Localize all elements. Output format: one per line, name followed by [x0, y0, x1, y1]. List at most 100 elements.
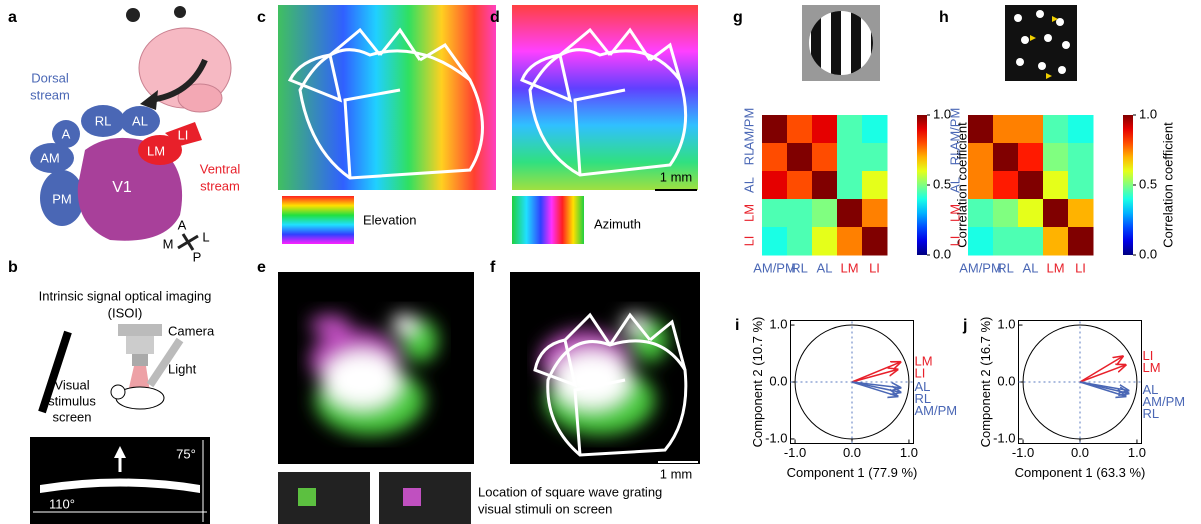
heatmap-cell — [1018, 199, 1044, 228]
panel-label: e — [257, 259, 266, 276]
heatmap-cell — [968, 171, 994, 200]
heatmap-cell — [993, 227, 1019, 256]
x-category-label: RL — [791, 260, 808, 275]
heatmap-cell — [993, 171, 1019, 200]
height-label: 75° — [176, 446, 196, 461]
x-axis-label: Component 1 (63.3 %) — [1015, 465, 1146, 480]
x-category-label: RL — [997, 260, 1014, 275]
figure: a Dorsal stream Ventral stream A RL AL A… — [0, 0, 1201, 524]
y-tick-label: 1.0 — [997, 316, 1015, 331]
y-category-label: LM — [741, 204, 756, 222]
brain-illustration — [126, 6, 231, 112]
heatmap-cell — [762, 171, 788, 200]
heatmap-cell — [812, 115, 838, 144]
y-category-label: LI — [947, 236, 962, 247]
screen-label: stimulus — [48, 393, 96, 408]
heatmap-cell — [993, 143, 1019, 172]
compass-label: A — [178, 217, 187, 232]
light-label: Light — [168, 361, 197, 376]
heatmap-cell — [862, 115, 888, 144]
heatmap-cell — [1043, 143, 1069, 172]
panel-label: i — [735, 317, 739, 334]
colorbar — [917, 115, 927, 255]
compass-label: M — [163, 236, 174, 251]
heatmap-cell — [787, 199, 813, 228]
y-tick-label: -1.0 — [993, 430, 1015, 445]
elevation-colorbar — [282, 196, 354, 244]
heatmap-cell — [1043, 115, 1069, 144]
azimuth-map — [512, 5, 698, 190]
heatmap-cell — [993, 115, 1019, 144]
camera-label: Camera — [168, 323, 215, 338]
y-axis-label: Component 2 (16.7 %) — [978, 317, 993, 448]
x-axis-label: Component 1 (77.9 %) — [787, 465, 918, 480]
response-map-outlined — [510, 272, 700, 464]
heatmap-cell — [812, 171, 838, 200]
heatmap-cell — [812, 227, 838, 256]
note: visual stimuli on screen — [478, 501, 612, 516]
ventral-label: stream — [200, 178, 240, 193]
x-category-label: AL — [817, 260, 833, 275]
heatmap-cell — [1018, 227, 1044, 256]
heatmap-cell — [837, 227, 863, 256]
heatmap-cell — [787, 171, 813, 200]
dorsal-label: Dorsal — [31, 70, 69, 85]
y-category-label: RL — [741, 149, 756, 166]
heatmap-cell — [862, 171, 888, 200]
x-category-label: AL — [1023, 260, 1039, 275]
y-tick-label: 1.0 — [769, 316, 787, 331]
colorbar-label: Correlation coefficient — [1160, 122, 1175, 248]
heatmap-cell — [837, 199, 863, 228]
x-category-label: LI — [1075, 260, 1086, 275]
panel-title: Intrinsic signal optical imaging — [39, 288, 212, 303]
panel-label: g — [733, 9, 743, 26]
heatmap-cell — [762, 199, 788, 228]
heatmap-cell — [1068, 199, 1094, 228]
heatmap-cell — [1018, 143, 1044, 172]
compass-label: L — [202, 229, 209, 244]
heatmap-cell — [862, 227, 888, 256]
legend-label: Azimuth — [594, 216, 641, 231]
heatmap-cell — [1068, 143, 1094, 172]
legend-label: AM/PM — [915, 403, 958, 418]
heatmap-cell — [837, 171, 863, 200]
ventral-label: Ventral — [200, 161, 241, 176]
x-category-label: AM/PM — [959, 260, 1002, 275]
panel-label: j — [962, 317, 967, 334]
elevation-map — [278, 5, 496, 190]
heatmap-cell — [812, 143, 838, 172]
heatmap-cell — [1043, 171, 1069, 200]
heatmap-cell — [968, 199, 994, 228]
panel-label: a — [8, 9, 17, 26]
heatmap-cell — [1068, 171, 1094, 200]
heatmap-cell — [968, 143, 994, 172]
x-category-label: LM — [840, 260, 858, 275]
legend-label: RL — [1143, 406, 1160, 421]
heatmap-cell — [862, 199, 888, 228]
x-tick-label: -1.0 — [784, 445, 806, 460]
panel-label: d — [490, 9, 500, 26]
y-category-label: LI — [741, 236, 756, 247]
colorbar-tick-label: 1.0 — [1139, 106, 1157, 121]
colorbar-tick-label: 0.0 — [1139, 246, 1157, 261]
area-label: V1 — [112, 179, 132, 196]
compass-label: P — [193, 249, 202, 264]
panel-label: b — [8, 259, 18, 276]
scale-label: 1 mm — [660, 169, 693, 184]
x-tick-label: 0.0 — [1071, 445, 1089, 460]
screen-label: Visual — [54, 377, 89, 392]
heatmap-cell — [837, 143, 863, 172]
colorbar — [1123, 115, 1133, 255]
loading-vector — [852, 362, 900, 382]
heatmap-cell — [1043, 227, 1069, 256]
panel-label: h — [939, 9, 949, 26]
heatmap-cell — [993, 199, 1019, 228]
y-tick-label: -1.0 — [765, 430, 787, 445]
heatmap-cell — [812, 199, 838, 228]
colorbar-tick-label: 0.5 — [1139, 176, 1157, 191]
note: Location of square wave grating — [478, 484, 662, 499]
heatmap-cell — [1018, 171, 1044, 200]
y-category-label: RL — [947, 149, 962, 166]
heatmap-cell — [862, 143, 888, 172]
area-label: AL — [132, 113, 148, 128]
